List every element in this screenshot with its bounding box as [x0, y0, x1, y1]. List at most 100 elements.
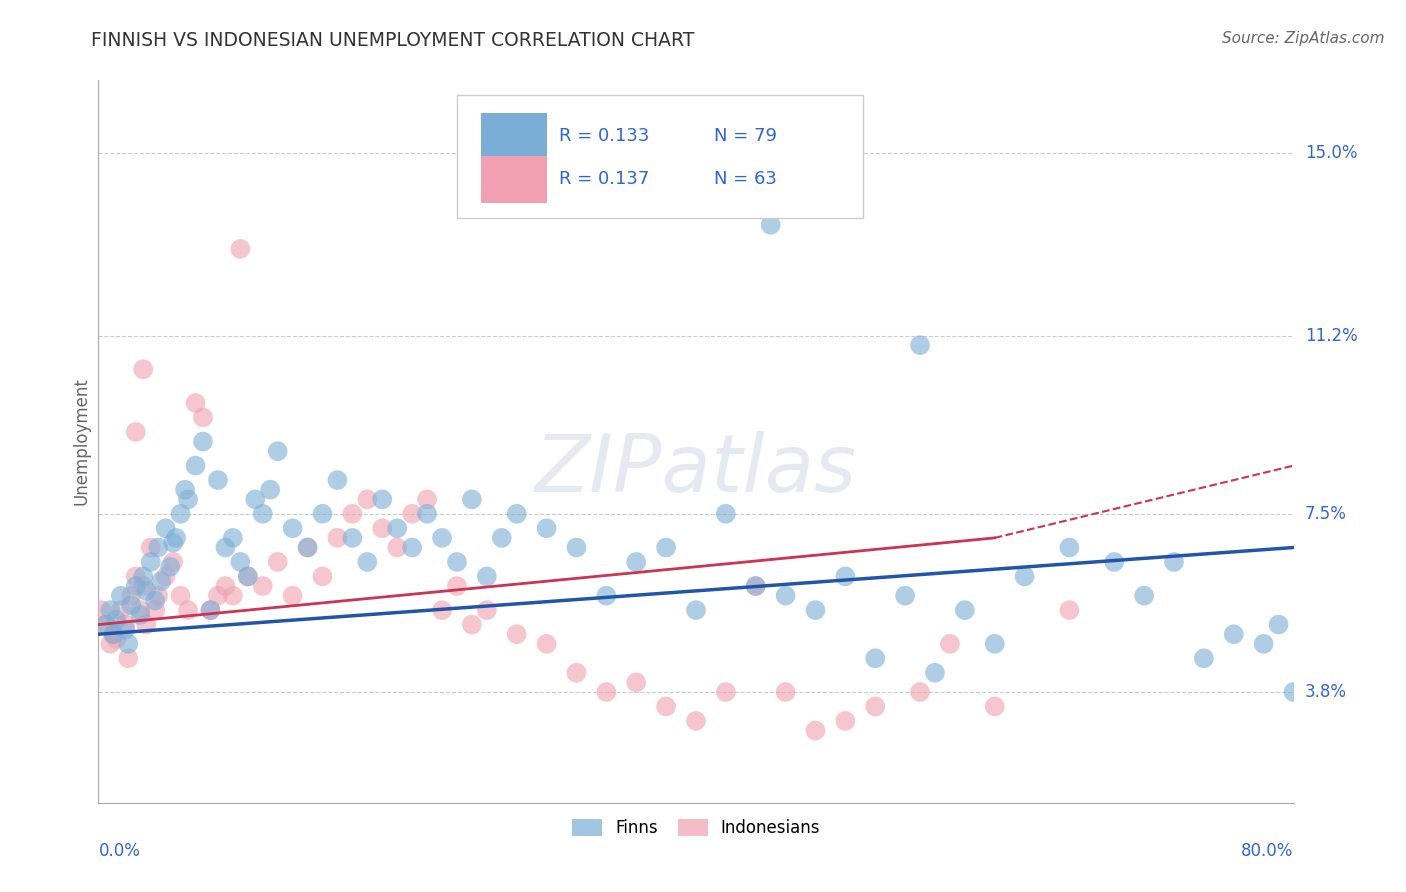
Point	[565, 665, 588, 680]
Point	[865, 699, 887, 714]
Point	[155, 521, 177, 535]
Point	[105, 632, 128, 646]
Text: 11.2%: 11.2%	[1305, 326, 1357, 344]
Point	[1267, 617, 1289, 632]
Point	[984, 637, 1007, 651]
Point	[214, 541, 236, 555]
Point	[430, 603, 453, 617]
Point	[416, 507, 439, 521]
Point	[90, 603, 112, 617]
Text: FINNISH VS INDONESIAN UNEMPLOYMENT CORRELATION CHART: FINNISH VS INDONESIAN UNEMPLOYMENT CORRE…	[91, 31, 695, 50]
Point	[326, 473, 349, 487]
Point	[207, 473, 229, 487]
Text: 7.5%: 7.5%	[1305, 505, 1347, 523]
Point	[174, 483, 197, 497]
Point	[214, 579, 236, 593]
Point	[342, 507, 364, 521]
Point	[834, 569, 856, 583]
Point	[595, 589, 617, 603]
Point	[148, 589, 170, 603]
Point	[356, 492, 378, 507]
Point	[1282, 685, 1305, 699]
Point	[536, 637, 558, 651]
Point	[311, 507, 333, 521]
Point	[401, 541, 423, 555]
Point	[385, 541, 409, 555]
Point	[1192, 651, 1215, 665]
Point	[139, 541, 162, 555]
Point	[924, 665, 946, 680]
Point	[110, 589, 132, 603]
Point	[139, 555, 162, 569]
Point	[461, 617, 484, 632]
Point	[135, 583, 157, 598]
Point	[536, 521, 558, 535]
Point	[804, 603, 827, 617]
Text: N = 79: N = 79	[714, 127, 778, 145]
Point	[401, 507, 423, 521]
Point	[177, 492, 200, 507]
Point	[120, 599, 142, 613]
Legend: Finns, Indonesians: Finns, Indonesians	[564, 810, 828, 845]
Point	[865, 651, 887, 665]
Point	[191, 410, 214, 425]
Point	[129, 607, 152, 622]
Point	[953, 603, 976, 617]
Point	[506, 507, 529, 521]
Point	[984, 699, 1007, 714]
Point	[446, 579, 468, 593]
Point	[475, 569, 498, 583]
Point	[252, 579, 274, 593]
Point	[446, 555, 468, 569]
Text: 15.0%: 15.0%	[1305, 144, 1357, 161]
Point	[297, 541, 319, 555]
Point	[908, 338, 931, 352]
Point	[834, 714, 856, 728]
Text: 0.0%: 0.0%	[98, 842, 141, 860]
Point	[714, 685, 737, 699]
Point	[804, 723, 827, 738]
Point	[94, 617, 117, 632]
Point	[311, 569, 333, 583]
Point	[1163, 555, 1185, 569]
Point	[939, 637, 962, 651]
Point	[184, 458, 207, 473]
Point	[200, 603, 222, 617]
Point	[148, 541, 170, 555]
Point	[1059, 603, 1081, 617]
Point	[200, 603, 222, 617]
Point	[1014, 569, 1036, 583]
Text: R = 0.133: R = 0.133	[558, 127, 650, 145]
Point	[191, 434, 214, 449]
Point	[169, 589, 191, 603]
Point	[416, 492, 439, 507]
Point	[685, 603, 707, 617]
Point	[908, 685, 931, 699]
Point	[461, 492, 484, 507]
Text: Source: ZipAtlas.com: Source: ZipAtlas.com	[1222, 31, 1385, 46]
Point	[626, 675, 648, 690]
Point	[595, 685, 617, 699]
Point	[103, 627, 125, 641]
Point	[1059, 541, 1081, 555]
Point	[236, 569, 259, 583]
Point	[117, 651, 139, 665]
Point	[491, 531, 513, 545]
Point	[184, 396, 207, 410]
Point	[98, 637, 122, 651]
Point	[894, 589, 917, 603]
Point	[222, 531, 245, 545]
Point	[177, 603, 200, 617]
Point	[117, 637, 139, 651]
FancyBboxPatch shape	[481, 112, 547, 160]
FancyBboxPatch shape	[457, 95, 863, 218]
Text: ZIPatlas: ZIPatlas	[534, 432, 858, 509]
Point	[371, 492, 394, 507]
Point	[162, 555, 184, 569]
Point	[125, 569, 148, 583]
Point	[745, 579, 768, 593]
Point	[135, 617, 157, 632]
Text: 3.8%: 3.8%	[1305, 683, 1347, 701]
Point	[1104, 555, 1126, 569]
Point	[110, 603, 132, 617]
